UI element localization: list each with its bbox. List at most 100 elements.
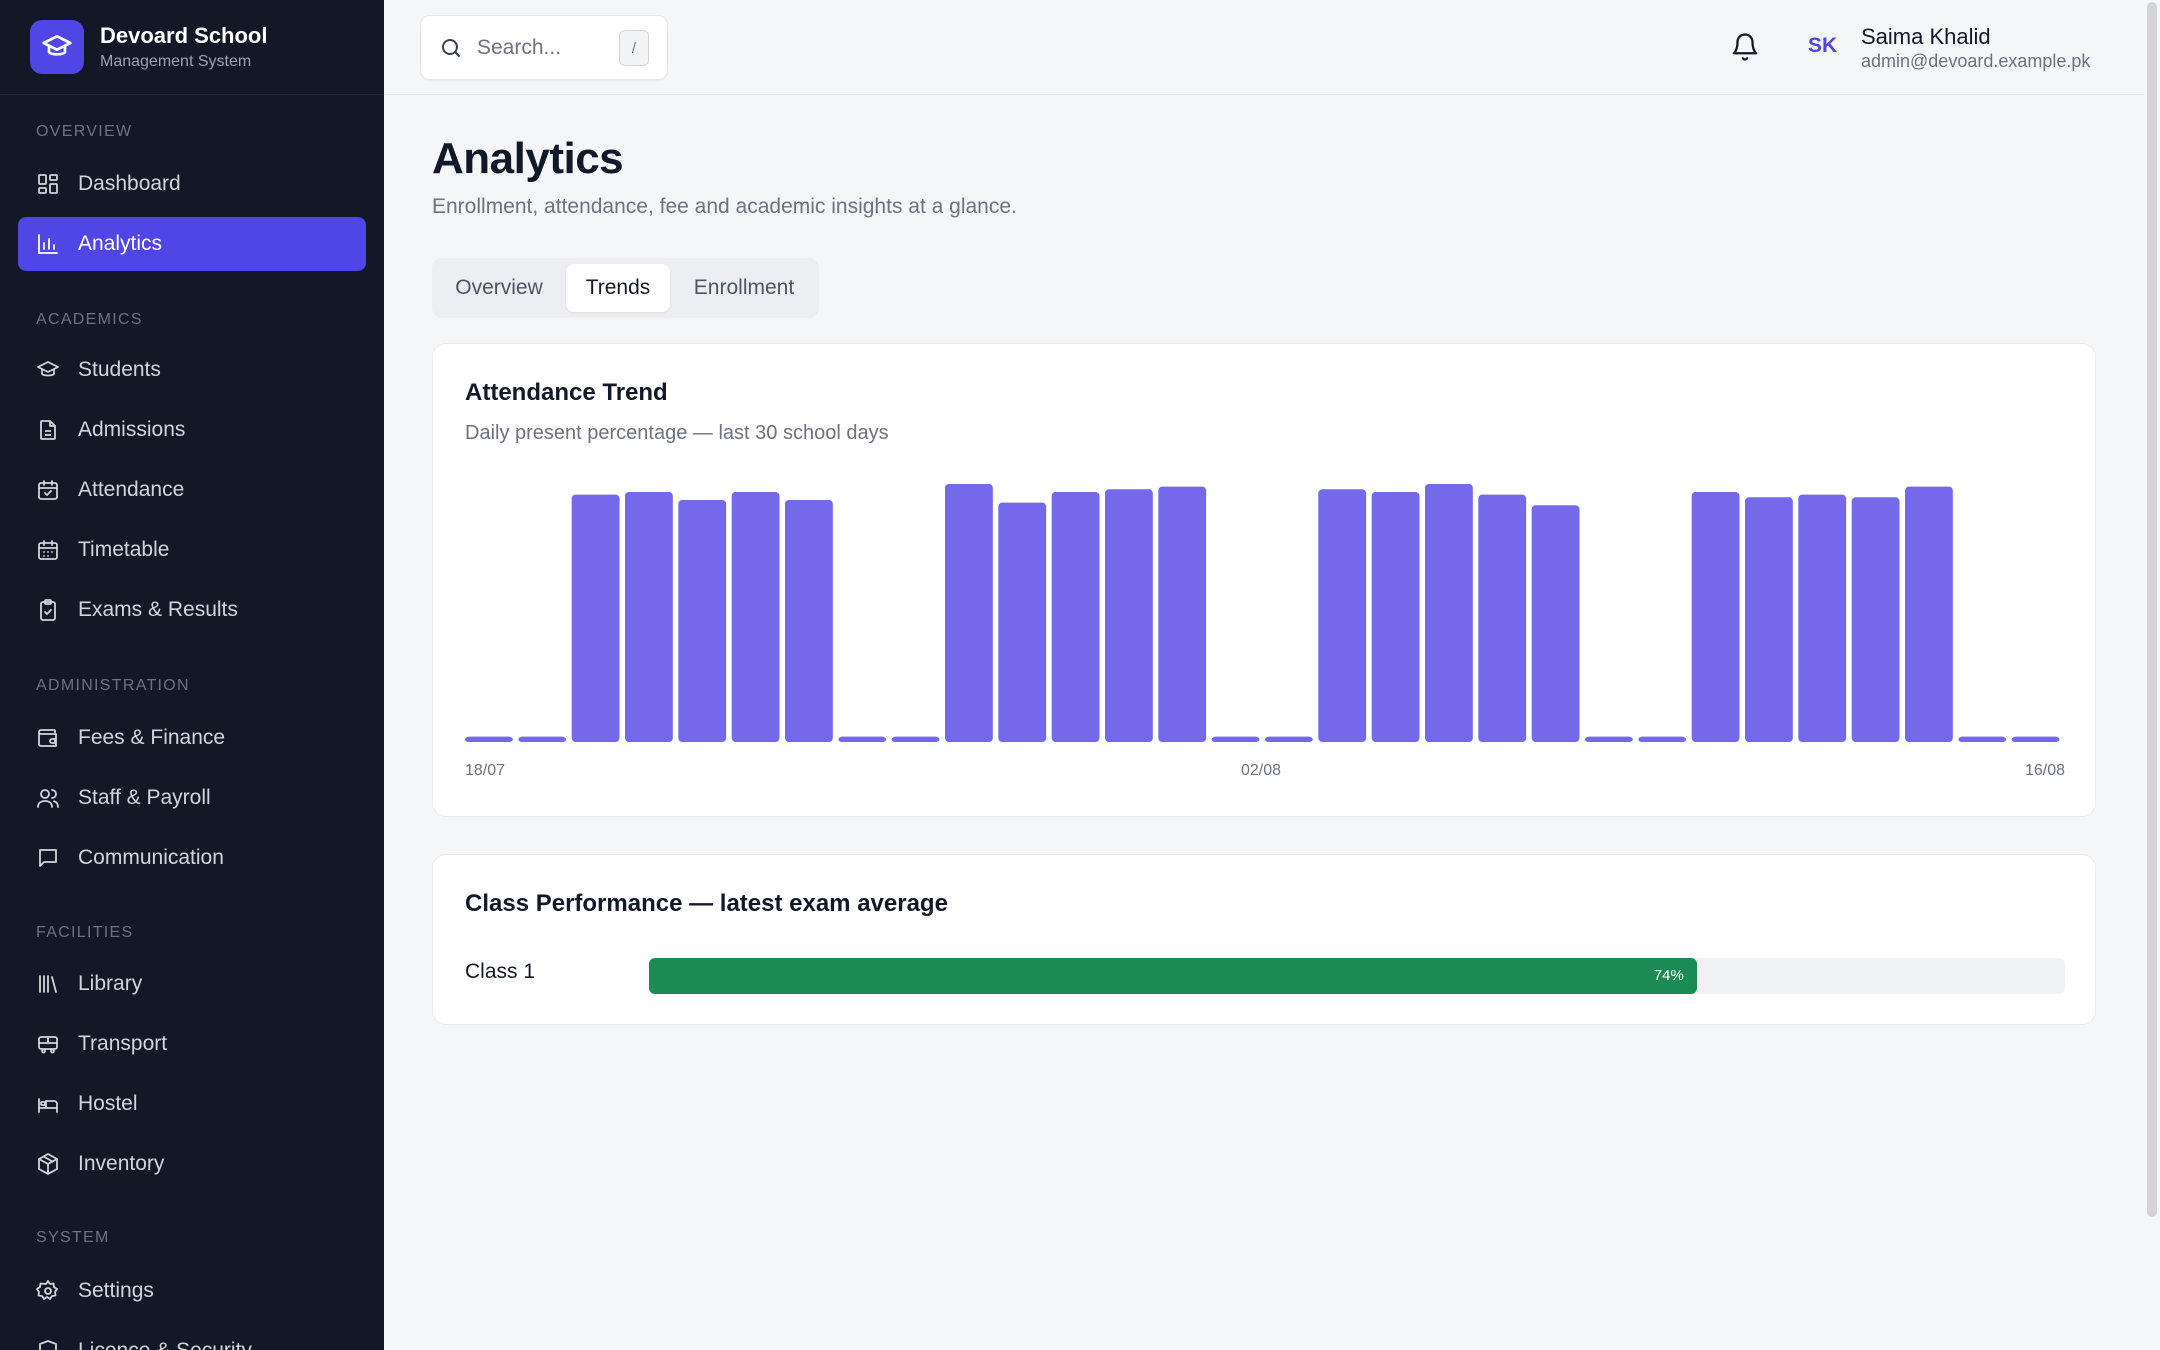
attendance-trend-card: Attendance Trend Daily present percentag… [432,343,2096,817]
attendance-bar [571,494,620,742]
performance-value-label: 74% [1653,967,1684,984]
shield-icon [39,1340,57,1350]
attendance-bar [1425,483,1473,742]
sidebar-item-students[interactable]: Students [18,343,366,397]
sidebar-item-admissions[interactable]: Admissions [18,403,366,457]
sidebar-item-label: Licence & Security [78,1339,252,1350]
wallet-icon [38,729,57,747]
attendance-bar [518,736,567,742]
sidebar-item-hostel[interactable]: Hostel [18,1077,366,1131]
sidebar-item-label: Exams & Results [78,598,238,621]
sidebar: Devoard School Management System Overvie… [0,0,384,1350]
tab-bar: Overview Trends Enrollment [432,258,819,318]
section-label-administration: Administration [36,677,190,694]
section-label-system: System [36,1229,110,1246]
attendance-bar [891,736,940,742]
sidebar-item-label: Dashboard [78,172,181,195]
brand: Devoard School Management System [0,0,384,95]
sidebar-item-label: Staff & Payroll [78,786,211,809]
bar-chart-icon [38,234,58,254]
sidebar-item-label: Transport [78,1032,168,1055]
sidebar-item-library[interactable]: Library [18,957,366,1011]
attendance-bar [785,499,833,742]
attendance-bar [1371,491,1420,742]
sidebar-item-exams-results[interactable]: Exams & Results [18,583,366,637]
sidebar-item-settings[interactable]: Settings [18,1264,366,1318]
search-placeholder: Search... [477,35,562,59]
document-icon [40,420,56,440]
attendance-bar [1318,489,1367,742]
sidebar-item-inventory[interactable]: Inventory [18,1137,366,1191]
attendance-bar [1158,486,1207,742]
page-title: Analytics [432,134,624,183]
avatar[interactable]: SK [1808,34,1838,57]
attendance-bar [731,491,780,742]
sidebar-item-communication[interactable]: Communication [18,831,366,885]
sidebar-item-label: Students [78,358,161,381]
grid-icon [38,174,58,194]
sidebar-item-label: Admissions [78,418,186,441]
tab-enrollment[interactable]: Enrollment [693,276,795,299]
sidebar-item-transport[interactable]: Transport [18,1017,366,1071]
sidebar-item-label: Attendance [78,478,185,501]
x-tick-label: 16/08 [2024,762,2065,779]
sidebar-item-licence-security[interactable]: Licence & Security [18,1324,366,1350]
class-performance-card: Class Performance — latest exam average … [432,854,2096,1025]
attendance-bar-chart [465,483,2060,742]
section-label-facilities: Facilities [36,924,134,941]
graduation-cap-logo-icon [30,20,84,74]
search-input[interactable]: Search... / [420,15,668,80]
attendance-bar [1105,489,1153,742]
attendance-bar [1265,736,1313,742]
performance-row-label: Class 1 [465,960,536,983]
sidebar-item-label: Fees & Finance [78,726,226,749]
performance-bar-fill: 74% [649,958,1697,994]
tab-trends[interactable]: Trends [566,264,670,312]
attendance-bar [1211,736,1260,742]
sidebar-item-fees-finance[interactable]: Fees & Finance [18,711,366,765]
user-email: admin@devoard.example.pk [1861,51,2091,71]
topbar: Search... / SK Saima Khalid admin@devoar… [384,0,2144,95]
attendance-bar [1851,497,1900,742]
message-icon [39,849,57,867]
attendance-bar [1798,494,1847,742]
clipboard-check-icon [40,599,56,621]
attendance-bar [678,499,727,742]
gear-icon [36,1280,58,1300]
sidebar-item-timetable[interactable]: Timetable [18,523,366,577]
performance-bar-track: 74% [649,958,2065,994]
scrollbar-thumb[interactable] [2147,2,2157,1217]
graduation-cap-icon [37,361,59,377]
attendance-bar [2011,736,2060,742]
sidebar-item-staff-payroll[interactable]: Staff & Payroll [18,771,366,825]
page-subtitle: Enrollment, attendance, fee and academic… [432,195,1017,218]
card-title: Class Performance — latest exam average [465,890,948,917]
user-name: Saima Khalid [1861,24,1991,49]
sidebar-item-label: Communication [78,846,224,869]
notifications-button[interactable] [1730,32,1760,67]
sidebar-item-analytics[interactable]: Analytics [18,217,366,271]
calendar-icon [38,540,58,560]
x-tick-label: 18/07 [465,762,506,779]
page-scrollbar[interactable] [2144,0,2160,1350]
section-label-overview: Overview [36,123,133,140]
attendance-bar [465,736,513,742]
sidebar-item-label: Timetable [78,538,170,561]
attendance-bar [838,736,887,742]
bed-icon [38,1098,58,1113]
sidebar-item-dashboard[interactable]: Dashboard [18,157,366,211]
attendance-bar [1691,491,1740,742]
attendance-bar [1531,505,1580,742]
x-tick-label: 02/08 [1241,762,1282,779]
brand-subtitle: Management System [100,53,252,70]
attendance-bar [1745,497,1793,742]
sidebar-item-attendance[interactable]: Attendance [18,463,366,517]
bell-icon [1732,33,1758,61]
users-icon [37,789,59,808]
attendance-bar [945,483,993,742]
sidebar-item-label: Settings [78,1279,154,1302]
sidebar-item-label: Analytics [78,232,163,255]
tab-overview[interactable]: Overview [455,276,543,299]
attendance-bar [1638,736,1687,742]
attendance-bar [1051,491,1100,742]
